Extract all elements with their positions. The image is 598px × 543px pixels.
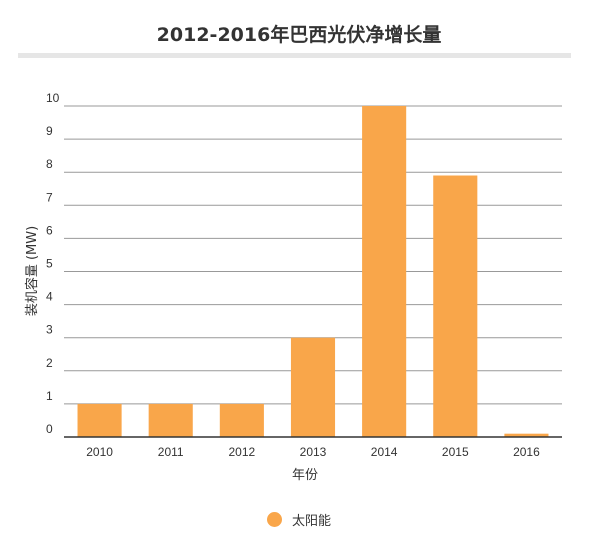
x-tick-label: 2015 bbox=[442, 445, 469, 459]
y-tick-label: 1 bbox=[46, 389, 53, 403]
y-tick-label: 5 bbox=[46, 257, 53, 271]
x-tick-label: 2011 bbox=[158, 445, 184, 459]
y-tick-label: 6 bbox=[46, 223, 53, 237]
x-tick-label: 2010 bbox=[86, 445, 113, 459]
y-tick-label: 8 bbox=[46, 157, 53, 171]
bar-2012 bbox=[219, 403, 264, 437]
y-tick-label: 4 bbox=[46, 290, 53, 304]
legend: 太阳能 bbox=[0, 510, 598, 529]
x-tick-labels: 2010 2011 2012 2013 2014 2015 2016 bbox=[86, 445, 540, 459]
y-tick-labels: 0 1 2 3 4 5 6 7 8 9 10 bbox=[46, 91, 60, 436]
x-axis-label: 年份 bbox=[292, 468, 318, 483]
y-tick-label: 2 bbox=[46, 356, 53, 370]
bar-2010 bbox=[77, 403, 122, 437]
x-tick-label: 2016 bbox=[513, 445, 540, 459]
title-divider bbox=[18, 53, 571, 58]
y-tick-label: 3 bbox=[46, 323, 53, 337]
bar-2015 bbox=[433, 175, 478, 437]
x-tick-label: 2013 bbox=[300, 445, 327, 459]
bar-2014 bbox=[362, 106, 407, 437]
y-tick-label: 0 bbox=[46, 422, 53, 436]
y-axis-label: 装机容量 (MW) bbox=[24, 226, 40, 316]
legend-label: 太阳能 bbox=[291, 513, 331, 528]
legend-swatch bbox=[266, 512, 282, 527]
bar-2016 bbox=[504, 433, 549, 437]
y-tick-label: 10 bbox=[46, 91, 60, 105]
chart-title: 2012-2016年巴西光伏净增长量 bbox=[156, 24, 442, 46]
bars bbox=[77, 106, 549, 437]
x-tick-label: 2012 bbox=[229, 445, 256, 459]
y-tick-label: 9 bbox=[46, 124, 53, 138]
bar-2013 bbox=[290, 337, 336, 437]
y-tick-label: 7 bbox=[46, 190, 53, 204]
bar-2011 bbox=[148, 403, 193, 437]
x-tick-label: 2014 bbox=[371, 445, 398, 459]
